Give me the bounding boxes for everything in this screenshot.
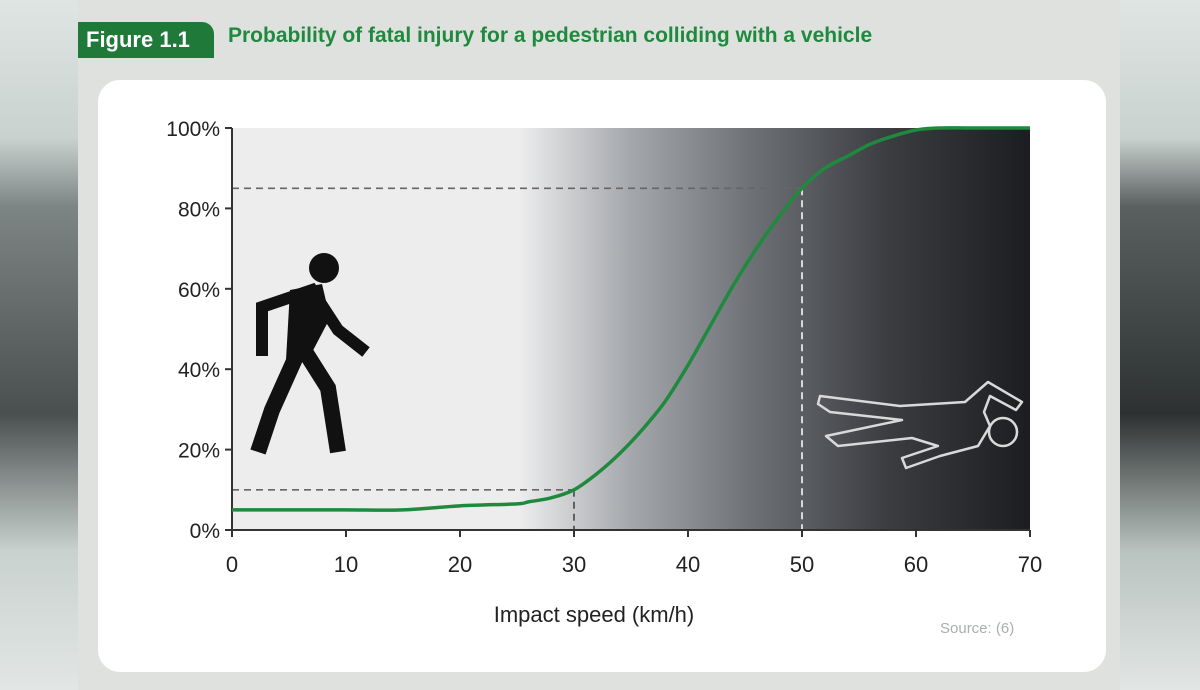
x-tick-label: 0 xyxy=(226,552,238,577)
x-tick-label: 50 xyxy=(790,552,814,577)
y-tick-label: 40% xyxy=(178,359,220,382)
walking-pedestrian-icon xyxy=(250,253,370,455)
y-tick-label: 80% xyxy=(178,198,220,221)
y-tick-label: 20% xyxy=(178,440,220,463)
x-tick-label: 70 xyxy=(1018,552,1042,577)
plot-background xyxy=(232,128,1030,530)
figure-tab: Figure 1.1 xyxy=(78,22,214,58)
y-tick-label: 60% xyxy=(178,279,220,302)
figure-tab-label: Figure 1.1 xyxy=(86,27,190,52)
body-outline-icon xyxy=(816,380,1024,470)
background-left-blur xyxy=(0,0,80,690)
series-line xyxy=(232,126,1030,512)
x-tick-label: 30 xyxy=(562,552,586,577)
y-tick-label: 0% xyxy=(190,520,220,543)
x-axis-label: Impact speed (km/h) xyxy=(494,602,695,627)
figure-title: Probability of fatal injury for a pedest… xyxy=(228,24,873,47)
x-tick-label: 40 xyxy=(676,552,700,577)
background-right-blur xyxy=(1120,0,1200,690)
y-tick-label: 100% xyxy=(166,118,220,141)
x-tick-label: 10 xyxy=(334,552,358,577)
x-tick-label: 60 xyxy=(904,552,928,577)
x-tick-label: 20 xyxy=(448,552,472,577)
source-note: Source: (6) xyxy=(940,620,1015,637)
